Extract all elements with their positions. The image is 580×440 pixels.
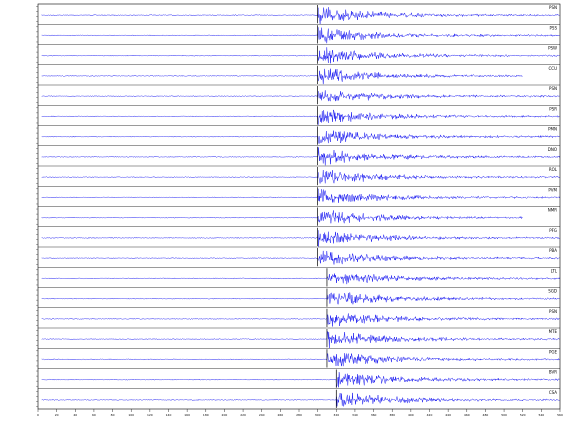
x-tick-label: 80 [111, 413, 115, 417]
station-label: DNO [548, 147, 557, 152]
station-label: BVR [549, 370, 557, 375]
waveform-trace [41, 273, 560, 285]
x-tick-label: 500 [501, 413, 507, 417]
station-label: MTE [549, 329, 558, 334]
station-label: PFG [549, 228, 557, 233]
waveform-trace [41, 68, 523, 85]
x-tick-label: 160 [184, 413, 190, 417]
waveform-trace [41, 147, 560, 166]
waveform-trace [41, 313, 560, 327]
x-tick-label: 0 [37, 413, 39, 417]
x-tick-label: 100 [128, 413, 134, 417]
x-tick-label: 60 [92, 413, 96, 417]
x-tick-label: 200 [222, 413, 228, 417]
station-label: PBA [549, 248, 557, 253]
x-tick-label: 180 [203, 413, 209, 417]
station-label: SGD [548, 289, 557, 294]
x-tick-label: 440 [445, 413, 451, 417]
waveform-trace [41, 188, 560, 203]
station-label: PSW [548, 46, 557, 51]
x-tick-label: 300 [315, 413, 321, 417]
waveform-trace [41, 353, 560, 367]
station-label: PSS [550, 25, 558, 30]
waveform-trace [41, 230, 560, 247]
waveform-trace [41, 210, 523, 224]
waveform-trace [41, 292, 560, 305]
x-tick-label: 480 [483, 413, 489, 417]
x-tick-label: 140 [166, 413, 172, 417]
x-tick-label: 400 [408, 413, 414, 417]
station-label: PVM [548, 187, 557, 192]
x-tick-label: 420 [427, 413, 433, 417]
station-label: PSN [549, 86, 557, 91]
station-label: PSN [549, 5, 557, 10]
x-tick-label: 120 [147, 413, 153, 417]
station-label: PGE [549, 349, 558, 354]
x-tick-label: 560 [557, 413, 563, 417]
waveform-trace [41, 169, 560, 184]
x-tick-label: 360 [371, 413, 377, 417]
waveform-trace [41, 47, 560, 64]
station-label: CCU [548, 66, 557, 71]
x-tick-label: 520 [520, 413, 526, 417]
station-label: CSA [549, 390, 557, 395]
x-tick-label: 320 [333, 413, 339, 417]
station-label: ROL [549, 167, 558, 172]
x-tick-label: 340 [352, 413, 358, 417]
x-tick-label: 40 [73, 413, 77, 417]
station-label: LTL [551, 268, 558, 273]
x-tick-label: 280 [296, 413, 302, 417]
station-label: PSR [549, 106, 557, 111]
station-label: PSN [549, 309, 557, 314]
waveform-trace [41, 331, 560, 349]
waveform-trace [41, 27, 560, 44]
x-tick-label: 460 [464, 413, 470, 417]
station-label: PMN [548, 127, 557, 132]
waveform-trace [41, 90, 560, 102]
x-tick-label: 260 [277, 413, 283, 417]
waveform-trace [41, 109, 560, 125]
x-tick-label: 220 [240, 413, 246, 417]
waveform-trace [41, 250, 560, 265]
waveform-trace [41, 7, 560, 24]
x-tick-label: 380 [389, 413, 395, 417]
waveform-trace [41, 372, 560, 388]
waveform-trace [41, 130, 560, 144]
station-label: NMR [548, 208, 557, 213]
x-tick-label: 240 [259, 413, 265, 417]
x-tick-label: 540 [538, 413, 544, 417]
x-tick-label: 20 [55, 413, 59, 417]
waveform-trace [41, 392, 560, 407]
